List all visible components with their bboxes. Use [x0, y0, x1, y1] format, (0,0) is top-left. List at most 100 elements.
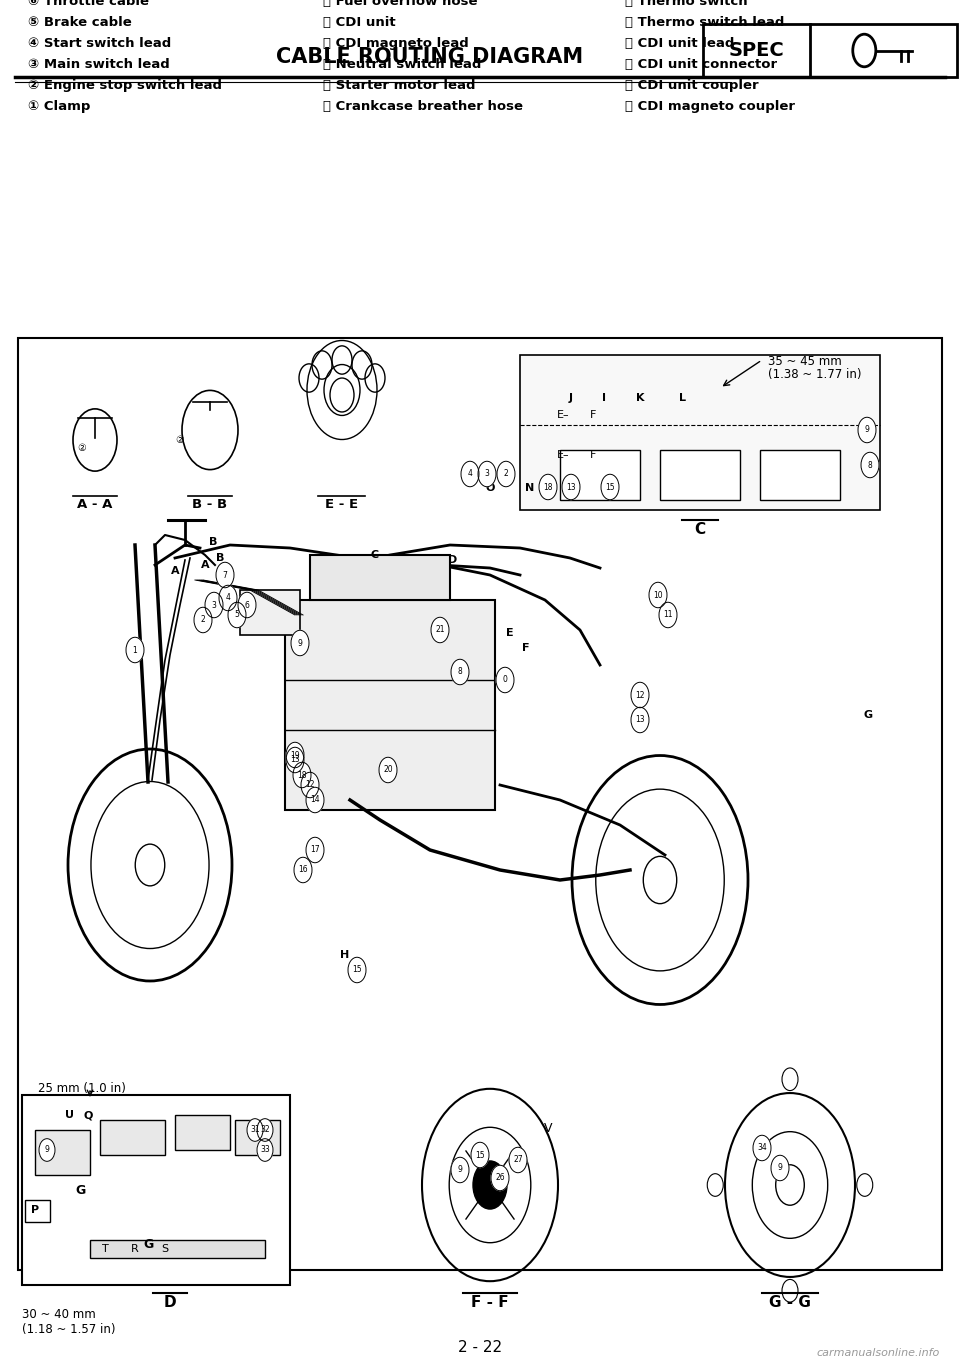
Circle shape	[858, 417, 876, 443]
Text: 18: 18	[543, 482, 553, 492]
Text: ⑥ Throttle cable: ⑥ Throttle cable	[28, 0, 149, 8]
Text: 0: 0	[503, 675, 508, 684]
Bar	[18, 338, 942, 1270]
Text: 9: 9	[298, 638, 302, 648]
Text: ③ Main switch lead: ③ Main switch lead	[28, 58, 170, 71]
Text: G: G	[75, 1184, 85, 1196]
Text: 3: 3	[485, 470, 490, 478]
Text: P: P	[31, 1205, 39, 1215]
Text: 34: 34	[757, 1143, 767, 1153]
Circle shape	[431, 618, 449, 642]
Text: I: I	[602, 392, 606, 403]
Text: G: G	[863, 710, 873, 720]
Text: 1: 1	[132, 645, 137, 655]
Circle shape	[39, 1139, 55, 1161]
Text: 4: 4	[226, 593, 230, 603]
Bar	[560, 449, 640, 500]
Text: 15: 15	[352, 966, 362, 975]
Text: ②: ②	[78, 443, 86, 454]
Text: K: K	[636, 392, 644, 403]
Text: ⑰ Fuel overflow hose: ⑰ Fuel overflow hose	[323, 0, 477, 8]
Circle shape	[293, 762, 311, 788]
Text: 19: 19	[290, 751, 300, 759]
Circle shape	[649, 583, 667, 608]
Circle shape	[861, 452, 879, 478]
Circle shape	[194, 607, 212, 633]
Text: N: N	[525, 483, 535, 493]
Text: 9: 9	[778, 1164, 782, 1172]
Text: B: B	[209, 536, 217, 547]
Text: 12: 12	[305, 781, 315, 789]
Bar	[240, 589, 300, 636]
Text: O: O	[486, 483, 494, 493]
Circle shape	[471, 1142, 489, 1168]
Circle shape	[294, 857, 312, 883]
Circle shape	[497, 462, 515, 486]
Text: G - G: G - G	[769, 1296, 811, 1310]
Circle shape	[753, 1135, 771, 1161]
Circle shape	[539, 474, 557, 500]
Bar	[285, 600, 495, 809]
Bar	[100, 1120, 165, 1156]
Circle shape	[286, 747, 304, 773]
Text: M: M	[569, 483, 581, 493]
Circle shape	[348, 957, 366, 983]
Text: 11: 11	[663, 611, 673, 619]
Text: 6: 6	[245, 600, 250, 610]
Circle shape	[631, 682, 649, 708]
Circle shape	[301, 773, 319, 797]
Text: 15: 15	[475, 1150, 485, 1160]
Text: D: D	[164, 1296, 177, 1310]
Circle shape	[216, 562, 234, 588]
Text: 10: 10	[653, 591, 662, 599]
Text: (1.18 ~ 1.57 in): (1.18 ~ 1.57 in)	[22, 1323, 115, 1336]
Text: F: F	[522, 642, 530, 653]
Text: 31: 31	[251, 1126, 260, 1134]
Text: 18: 18	[298, 770, 307, 779]
Circle shape	[257, 1139, 273, 1161]
Text: L: L	[679, 392, 685, 403]
Text: 27: 27	[514, 1156, 523, 1165]
Circle shape	[291, 630, 309, 656]
Text: S: S	[161, 1244, 169, 1253]
Text: 9: 9	[44, 1146, 49, 1154]
Text: 32: 32	[260, 1126, 270, 1134]
Circle shape	[461, 462, 479, 486]
Text: J: J	[569, 392, 573, 403]
Text: C: C	[371, 550, 379, 559]
Text: T: T	[102, 1244, 108, 1253]
Text: 16: 16	[299, 865, 308, 875]
Text: 2: 2	[201, 615, 205, 625]
Circle shape	[228, 602, 246, 627]
Text: ⑬ Starter motor lead: ⑬ Starter motor lead	[323, 79, 475, 92]
Circle shape	[306, 838, 324, 862]
Text: 8: 8	[868, 460, 873, 470]
Text: ⑭ Neutral switch lead: ⑭ Neutral switch lead	[323, 58, 481, 71]
Text: ⑶ CDI magneto coupler: ⑶ CDI magneto coupler	[625, 100, 795, 113]
Text: A: A	[201, 559, 209, 570]
Text: 7: 7	[223, 570, 228, 580]
Circle shape	[286, 743, 304, 767]
Text: G: G	[143, 1238, 154, 1252]
Text: 14: 14	[310, 796, 320, 804]
Text: B - B: B - B	[192, 498, 228, 511]
Text: ⑷ CDI unit coupler: ⑷ CDI unit coupler	[625, 79, 758, 92]
Circle shape	[659, 602, 677, 627]
Circle shape	[126, 637, 144, 663]
Text: E - E: E - E	[325, 498, 359, 511]
Circle shape	[238, 592, 256, 618]
Circle shape	[257, 1119, 273, 1141]
Text: 8: 8	[458, 668, 463, 676]
Text: ⑻ Thermo switch: ⑻ Thermo switch	[625, 0, 748, 8]
Text: ① Clamp: ① Clamp	[28, 100, 90, 113]
Text: 2 - 22: 2 - 22	[458, 1340, 502, 1355]
Text: R: R	[132, 1244, 139, 1253]
Text: 12: 12	[636, 690, 645, 699]
Text: F - F: F - F	[471, 1296, 509, 1310]
Text: V: V	[543, 1122, 552, 1134]
Text: 2: 2	[504, 470, 509, 478]
Text: 15: 15	[605, 482, 614, 492]
Text: D: D	[448, 555, 458, 565]
Text: ⑮ CDI magneto lead: ⑮ CDI magneto lead	[323, 37, 468, 50]
Bar	[660, 449, 740, 500]
